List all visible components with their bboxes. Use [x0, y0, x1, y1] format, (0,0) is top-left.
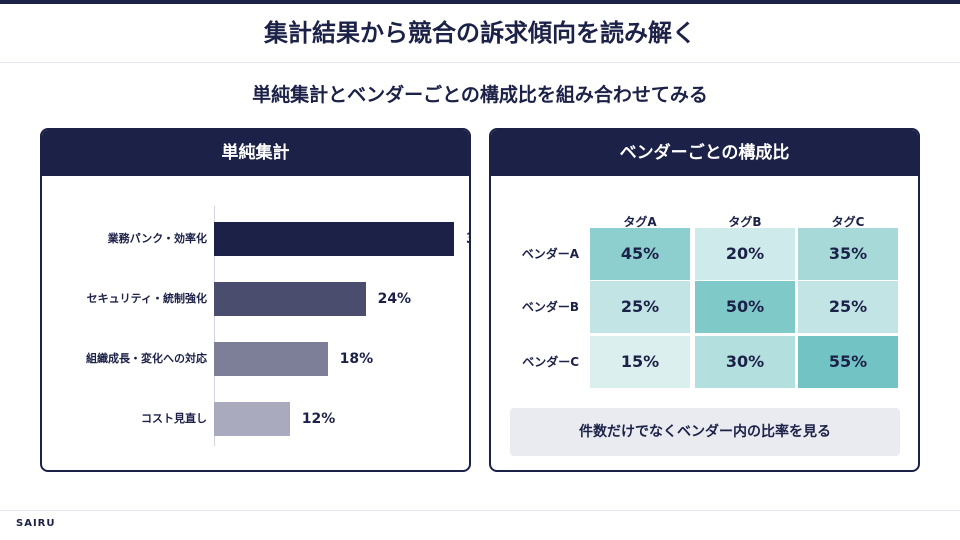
matrix-cell: 25% — [590, 281, 690, 333]
row-header: ベンダーC — [522, 355, 579, 369]
slide-subtitle: 単純集計とベンダーごとの構成比を組み合わせてみる — [252, 84, 708, 106]
vendor-composition-header: ベンダーごとの構成比 — [491, 130, 918, 176]
bar-category-label: コスト見直し — [141, 412, 207, 425]
column-header: タグB — [728, 215, 762, 229]
bar-category-label: 業務パンク・効率化 — [107, 232, 207, 245]
matrix-cell: 50% — [695, 281, 795, 333]
bar-value-label: 12% — [301, 411, 336, 427]
slide-title: 集計結果から競合の訴求傾向を読み解く — [264, 19, 696, 47]
simple-tally-panel: 単純集計 業務パンク・効率化 38% セキュリティ・統制強化 24% 組織成長・変化への… — [40, 128, 471, 472]
bar — [214, 282, 366, 316]
bar — [214, 342, 328, 376]
matrix-cell: 35% — [798, 228, 898, 280]
matrix-cell: 45% — [590, 228, 690, 280]
vendor-composition-panel: ベンダーごとの構成比 タグA タグB タグC ベンダーA 45% 20% 35% ベンダーB 2… — [489, 128, 920, 472]
bar-category-label: 組織成長・変化への対応 — [86, 352, 207, 365]
title-divider — [0, 62, 960, 63]
bar-value-label: 38% — [466, 222, 469, 256]
bar-category-label: セキュリティ・統制強化 — [86, 292, 207, 305]
bar-value-label: 24% — [377, 291, 412, 307]
simple-tally-header: 単純集計 — [42, 130, 469, 176]
top-accent-bar — [0, 0, 960, 4]
footer-divider — [0, 510, 960, 511]
bar-chart-axis — [214, 206, 215, 446]
bar-row: 組織成長・変化への対応 18% — [42, 342, 469, 376]
row-header: ベンダーB — [521, 300, 579, 314]
bar — [214, 402, 290, 436]
bar — [214, 222, 454, 256]
column-header: タグC — [831, 215, 865, 229]
matrix-cell: 25% — [798, 281, 898, 333]
bar-row: セキュリティ・統制強化 24% — [42, 282, 469, 316]
bar-chart: 業務パンク・効率化 38% セキュリティ・統制強化 24% 組織成長・変化への対応 18%… — [42, 176, 469, 470]
bar-row: コスト見直し 12% — [42, 402, 469, 436]
bar-row: 業務パンク・効率化 38% — [42, 222, 469, 256]
column-header: タグA — [623, 215, 657, 229]
insight-note: 件数だけでなくベンダー内の比率を見る — [510, 408, 900, 456]
matrix-cell: 20% — [695, 228, 795, 280]
row-header: ベンダーA — [521, 247, 579, 261]
bar-value-label: 18% — [339, 351, 374, 367]
matrix-cell: 15% — [590, 336, 690, 388]
sairu-logo: SAIRU — [16, 518, 56, 529]
matrix-cell: 55% — [798, 336, 898, 388]
matrix-cell: 30% — [695, 336, 795, 388]
